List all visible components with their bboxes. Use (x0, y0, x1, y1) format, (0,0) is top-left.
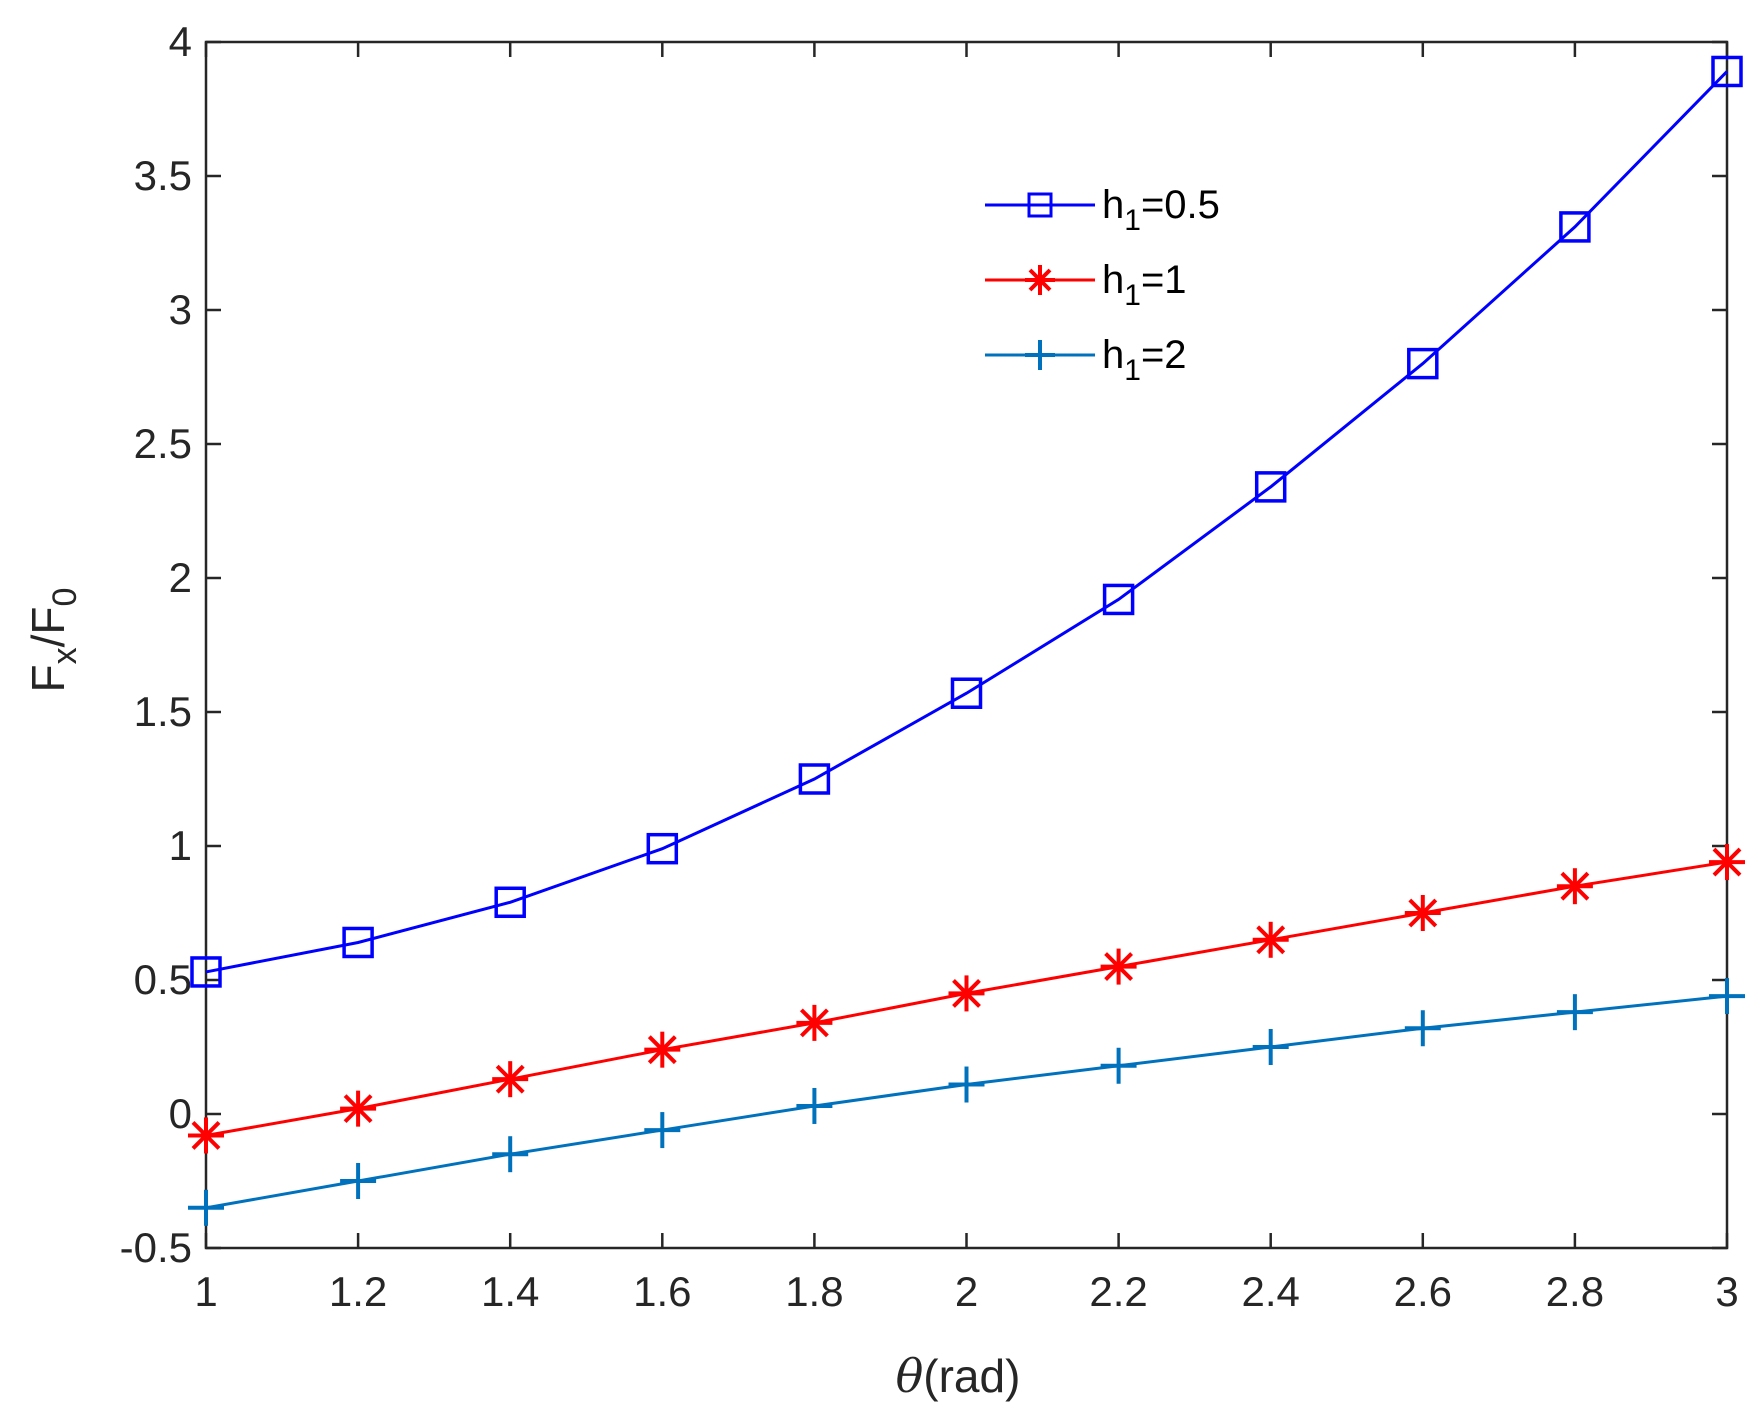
data-point-asterisk (340, 1090, 377, 1127)
legend-label-h1-0.5-prefix: h (1102, 183, 1124, 227)
y-tick-label: 3 (169, 286, 192, 333)
data-point-square (1407, 347, 1439, 380)
y-tick-label: 0.5 (134, 956, 192, 1003)
legend-label-h1-2-suffix: =2 (1141, 333, 1187, 377)
y-axis-title-sub-0: 0 (46, 588, 84, 607)
data-point-plus (340, 1163, 377, 1199)
legend-label-h1-2-prefix: h (1102, 333, 1124, 377)
x-tick-label: 1.6 (633, 1268, 691, 1315)
y-axis-title-main: F (22, 664, 74, 692)
data-point-square (646, 832, 679, 865)
x-tick-label: 2.4 (1242, 1268, 1300, 1315)
y-tick-label: 0 (169, 1090, 192, 1137)
data-point-asterisk (644, 1031, 681, 1068)
data-point-asterisk (1556, 868, 1593, 905)
legend-entry-h1-0.5: h1=0.5 (985, 183, 1220, 237)
x-tick-label: 2.6 (1394, 1268, 1452, 1315)
x-tick-label: 1 (194, 1268, 217, 1315)
y-tick-label: -0.5 (120, 1224, 192, 1271)
x-tick-label: 2.2 (1089, 1268, 1147, 1315)
x-axis-title: θ(rad) (896, 1349, 1021, 1403)
y-tick-label: 1 (169, 822, 192, 869)
legend: h1=0.5 h1=1 h1=2 (985, 183, 1220, 387)
legend-marker-plus (1025, 340, 1055, 370)
x-axis-title-symbol: θ (896, 1349, 924, 1403)
y-tick-label: 1.5 (134, 688, 192, 735)
data-point-square (1559, 211, 1591, 243)
legend-label-h1-2-sub: 1 (1124, 354, 1141, 387)
y-axis-title: Fx/F0 (22, 588, 84, 693)
legend-label-h1-0.5-suffix: =0.5 (1141, 183, 1220, 227)
y-axis-title-sep: /F (22, 606, 74, 647)
data-point-asterisk (796, 1004, 833, 1041)
data-point-asterisk (1709, 844, 1745, 881)
data-point-square (494, 886, 526, 919)
legend-entry-h1-1: h1=1 (985, 258, 1187, 312)
data-point-square (1102, 583, 1135, 616)
legend-entry-h1-2: h1=2 (985, 333, 1187, 387)
y-tick-label: 2.5 (134, 420, 192, 467)
y-tick-label: 2 (169, 554, 192, 601)
x-tick-label: 1.2 (329, 1268, 387, 1315)
legend-label-h1-1-suffix: =1 (1141, 258, 1187, 302)
data-point-plus (796, 1087, 833, 1124)
data-point-square (1711, 55, 1743, 88)
x-tick-label: 3 (1715, 1268, 1738, 1315)
legend-label-h1-1-sub: 1 (1124, 279, 1141, 312)
data-point-plus (948, 1066, 985, 1103)
data-point-asterisk (1404, 895, 1441, 931)
x-tick-label: 1.4 (481, 1268, 539, 1315)
data-point-asterisk (1100, 948, 1137, 985)
legend-label-h1-1: h1=1 (1102, 258, 1187, 312)
data-point-plus (188, 1189, 224, 1226)
x-tick-label: 1.8 (785, 1268, 843, 1315)
y-tick-label: 3.5 (134, 152, 192, 199)
data-point-plus (1100, 1047, 1137, 1084)
y-tick-label: 4 (169, 18, 192, 65)
data-point-plus (1252, 1029, 1289, 1065)
data-point-plus (1404, 1010, 1441, 1047)
y-axis-title-sub-x: x (46, 647, 84, 664)
data-point-square (950, 677, 983, 709)
series-line-h1=0.5 (205, 70, 1729, 974)
data-point-asterisk (492, 1061, 529, 1098)
x-axis-title-unit: (rad) (923, 1350, 1020, 1402)
data-point-asterisk (948, 975, 985, 1012)
legend-label-h1-2: h1=2 (1102, 333, 1187, 387)
x-tick-label: 2 (955, 1268, 978, 1315)
plot-area: 1 1.2 1.4 1.6 1.8 2 2.2 2.4 2.6 2.8 3 -0.5 0 0.5 1 1.5 2… (120, 18, 1745, 1315)
data-point-plus (644, 1112, 681, 1149)
data-point-square (1254, 471, 1287, 503)
legend-marker-asterisk (1025, 265, 1055, 295)
legend-label-h1-0.5-sub: 1 (1124, 204, 1141, 237)
legend-label-h1-0.5: h1=0.5 (1102, 183, 1220, 237)
data-point-plus (1556, 994, 1593, 1031)
data-point-plus (492, 1136, 529, 1173)
legend-label-h1-1-prefix: h (1102, 258, 1124, 302)
data-point-plus (1709, 978, 1745, 1015)
data-point-square (190, 956, 222, 988)
x-tick-label: 2.8 (1546, 1268, 1604, 1315)
data-point-asterisk (1252, 921, 1289, 958)
data-point-asterisk (188, 1117, 224, 1154)
data-point-square (342, 926, 374, 959)
data-point-square (798, 763, 831, 795)
legend-marker-square (1027, 192, 1053, 218)
